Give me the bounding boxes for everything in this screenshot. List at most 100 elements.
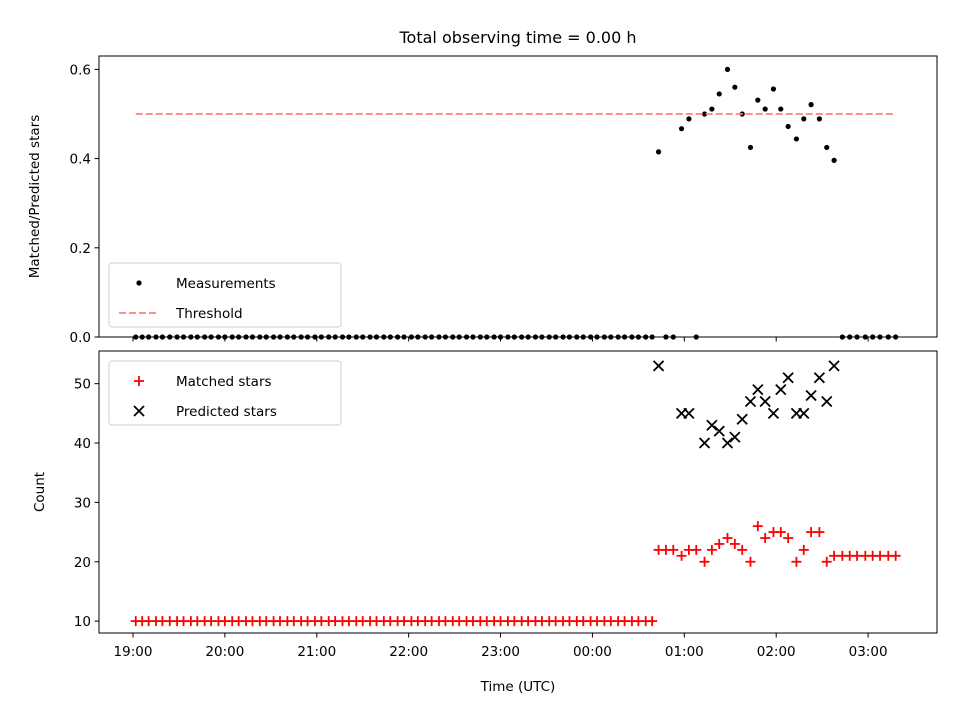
matched-star-marker <box>668 544 679 555</box>
count-ticks: 10 20 30 40 50 19:00 20:00 21:00 22:00 23:00 00:00… <box>74 377 888 660</box>
y-tick-label: 0.0 <box>70 330 91 346</box>
predicted-star-marker <box>782 372 794 384</box>
measurement-point <box>716 91 722 97</box>
predicted-star-marker <box>683 407 695 419</box>
matched-star-marker <box>752 521 763 532</box>
marker-stroke <box>782 372 794 384</box>
measurement-point <box>808 102 814 108</box>
marker-stroke <box>713 425 725 437</box>
measurement-point <box>678 126 685 132</box>
predicted-star-marker <box>706 419 718 431</box>
measurement-point <box>831 157 837 163</box>
count-y-axis-label: Count <box>32 472 48 512</box>
predicted-star-marker <box>713 425 725 437</box>
legend-dot-swatch <box>136 280 142 286</box>
count-axes-frame <box>98 350 938 634</box>
measurement-point <box>824 144 830 151</box>
matched-star-marker <box>821 556 832 567</box>
predicted-star-marker <box>736 413 748 425</box>
ratio-legend: Measurements Threshold <box>108 262 342 328</box>
measurement-point <box>770 86 777 92</box>
measurement-point <box>732 84 738 90</box>
matched-star-marker <box>706 544 717 555</box>
measurement-point <box>747 144 754 151</box>
predicted-star-marker <box>752 383 764 396</box>
ratio-panel: 0.0 0.2 0.4 0.6 Matched/Predicted stars Mea… <box>27 55 938 346</box>
measurement-point <box>762 106 768 112</box>
y-tick-label: 30 <box>74 495 91 511</box>
marker-stroke <box>828 360 840 372</box>
marker-stroke <box>652 360 665 372</box>
ratio-ticks: 0.0 0.2 0.4 0.6 <box>70 62 869 346</box>
measurement-point <box>755 97 761 103</box>
matched-star-marker <box>676 550 687 561</box>
measurement-point <box>655 149 662 155</box>
predicted-star-marker <box>721 437 734 449</box>
marker-stroke <box>759 395 771 408</box>
x-tick-label: 00:00 <box>573 644 612 660</box>
legend-box <box>108 360 342 426</box>
measurement-point <box>816 116 822 122</box>
x-tick-label: 03:00 <box>849 644 888 660</box>
matched-star-marker <box>791 556 802 567</box>
predicted-star-marker <box>798 407 810 419</box>
matched-star-marker <box>714 538 725 549</box>
y-tick-label: 50 <box>74 377 91 393</box>
marker-stroke <box>767 407 780 419</box>
marker-stroke <box>721 437 734 449</box>
x-tick-label: 22:00 <box>389 644 428 660</box>
matched-star-marker <box>729 538 740 549</box>
x-tick-label: 20:00 <box>205 644 244 660</box>
time-x-axis-label: Time (UTC) <box>480 679 556 695</box>
legend-label: Threshold <box>175 306 243 322</box>
legend-box <box>108 262 342 328</box>
y-tick-label: 0.6 <box>70 62 91 78</box>
y-tick-label: 20 <box>74 555 91 571</box>
predicted-star-marker <box>652 360 665 372</box>
legend-label: Measurements <box>176 276 276 292</box>
count-marks <box>130 360 901 627</box>
x-tick-label: 23:00 <box>481 644 520 660</box>
y-tick-label: 0.4 <box>70 152 91 168</box>
matched-star-marker <box>722 533 733 544</box>
predicted-star-marker <box>729 431 741 443</box>
marker-stroke <box>683 407 695 419</box>
matched-star-marker <box>890 550 901 561</box>
legend-cross-swatch <box>133 405 145 417</box>
marker-stroke <box>805 389 817 402</box>
measurement-point <box>701 111 708 117</box>
chart-title: Total observing time = 0.00 h <box>398 28 636 47</box>
predicted-star-marker <box>821 395 833 408</box>
x-tick-label: 19:00 <box>114 644 153 660</box>
legend-label: Predicted stars <box>176 404 277 420</box>
marker-stroke <box>736 413 748 425</box>
measurement-point <box>778 106 784 112</box>
matched-star-marker <box>737 544 748 555</box>
predicted-star-marker <box>698 437 711 449</box>
count-legend: Matched stars Predicted stars <box>108 360 342 426</box>
measurement-point <box>793 136 800 142</box>
x-tick-label: 02:00 <box>757 644 796 660</box>
marker-stroke <box>706 419 718 431</box>
matched-star-marker <box>647 616 658 627</box>
predicted-star-marker <box>759 395 771 408</box>
measurement-point <box>709 106 715 112</box>
marker-stroke <box>821 395 833 408</box>
ratio-axes-frame <box>98 55 938 338</box>
y-tick-label: 10 <box>74 614 91 630</box>
ratio-y-axis-label: Matched/Predicted stars <box>27 115 43 278</box>
x-tick-label: 01:00 <box>665 644 704 660</box>
measurement-point <box>801 116 807 122</box>
marker-stroke <box>813 372 826 384</box>
matched-star-marker <box>814 527 825 538</box>
predicted-star-marker <box>744 395 757 408</box>
marker-stroke <box>744 395 757 408</box>
matched-star-marker <box>783 533 794 544</box>
predicted-star-marker <box>775 383 787 396</box>
marker-stroke <box>698 437 711 449</box>
matched-star-marker <box>745 556 756 567</box>
matched-star-marker <box>691 544 702 555</box>
measurement-point <box>686 116 692 122</box>
